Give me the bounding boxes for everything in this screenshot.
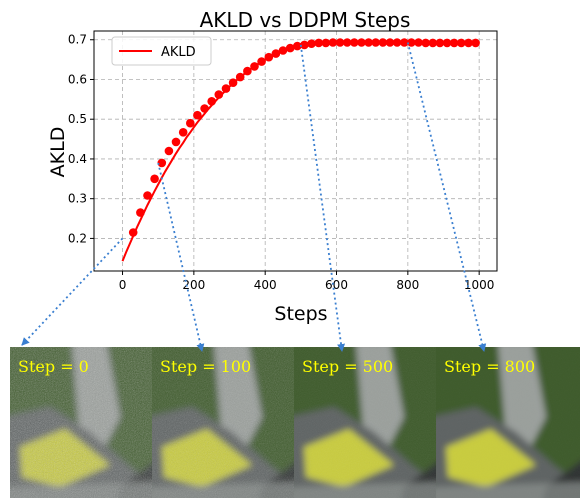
data-point-36 [385,38,395,47]
x-tick-label-0: 0 [119,278,127,292]
data-point-2 [143,191,152,200]
step-label-100: Step = 100 [160,357,252,376]
data-point-5 [164,146,174,156]
panel-noise-overlay [294,347,438,498]
data-point-30 [342,38,352,47]
y-tick-label-4: 0.6 [68,72,87,86]
data-point-0 [128,228,138,237]
step-panel-100: Step = 100 [152,347,296,498]
x-tick-label-3: 600 [325,278,348,292]
x-tick-label-1: 200 [182,278,205,292]
legend-box [111,36,212,66]
x-tick-label-2: 400 [254,278,277,292]
data-point-4 [157,158,167,168]
data-point-34 [371,38,381,47]
x-axis-label: Steps [274,303,327,325]
data-point-7 [178,128,188,137]
panel-noise-overlay [10,347,154,498]
data-point-12 [214,90,224,99]
y-tick-label-0: 0.2 [68,231,87,245]
step-label-800: Step = 800 [444,357,536,376]
step-label-0: Step = 0 [18,357,89,376]
data-point-11 [207,97,216,106]
step-image-2 [294,347,438,498]
step-image-0 [10,347,154,498]
data-point-37 [392,38,402,47]
data-point-10 [200,104,209,113]
x-tick-label-5: 1000 [464,278,495,292]
data-point-35 [378,38,388,47]
panel-noise-overlay [436,347,580,498]
data-point-9 [193,110,202,120]
data-point-19 [264,52,274,62]
step-label-500: Step = 500 [302,357,394,376]
step-panel-800: Step = 800 [436,347,580,498]
y-tick-label-5: 0.7 [68,33,87,47]
data-point-3 [150,174,159,184]
data-point-28 [328,38,338,47]
step-image-3 [436,347,580,498]
data-point-6 [171,137,181,147]
y-tick-label-1: 0.3 [68,192,87,206]
data-point-38 [400,38,409,47]
step-image-1 [152,347,296,498]
data-point-20 [271,49,281,58]
data-point-15 [235,72,245,82]
data-point-33 [364,38,373,47]
data-point-29 [335,38,345,47]
data-point-31 [350,38,359,47]
plot-area [94,31,497,271]
plot-frame [93,30,498,272]
data-point-23 [293,41,302,51]
data-point-32 [357,38,366,47]
data-point-48 [471,38,480,48]
chart-title: AKLD vs DDPM Steps [200,8,411,32]
data-point-13 [221,84,231,93]
legend: AKLD [111,36,212,66]
legend-label-akld: AKLD [161,45,196,60]
data-point-18 [257,57,266,66]
series-marker-layer [128,38,480,237]
step-panel-0: Step = 0 [10,347,154,498]
data-point-8 [186,118,195,128]
panel-noise-overlay [152,347,296,498]
data-point-1 [136,208,145,217]
data-point-16 [243,66,252,76]
step-panel-500: Step = 500 [294,347,438,498]
x-tick-label-4: 800 [396,278,419,292]
data-point-17 [250,62,259,71]
data-point-22 [285,43,295,53]
y-tick-label-3: 0.5 [68,112,87,126]
y-axis-label: AKLD [47,127,69,178]
y-tick-label-2: 0.4 [68,152,87,166]
data-point-21 [278,46,288,55]
data-point-14 [228,78,238,87]
